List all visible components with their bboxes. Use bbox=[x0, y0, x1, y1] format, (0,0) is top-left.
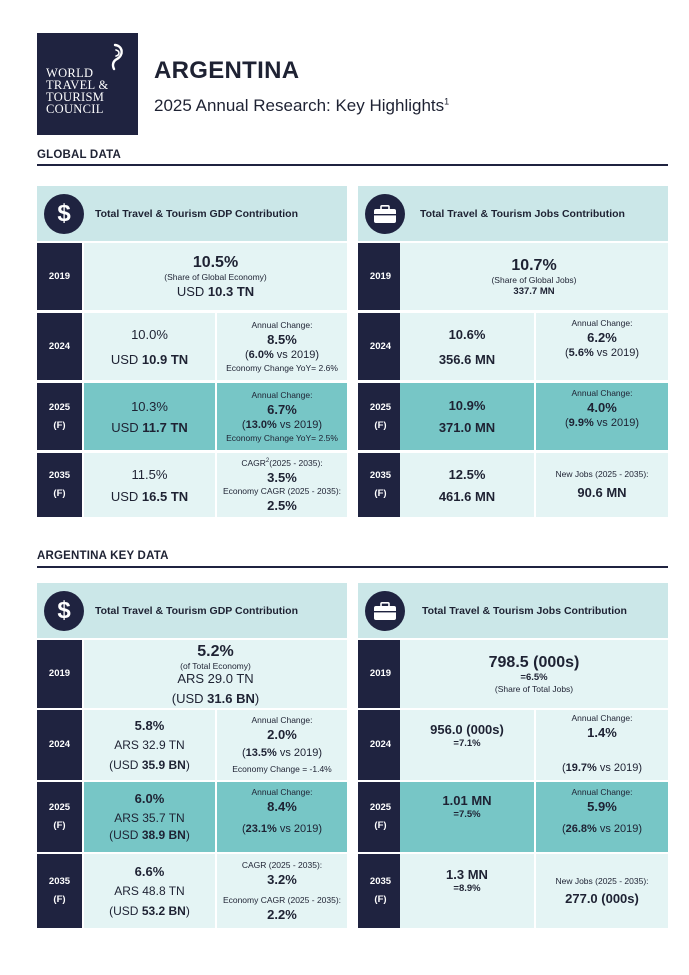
gdp-2024-change: Annual Change: 2.0% (13.5% vs 2019) Econ… bbox=[217, 710, 347, 780]
section-heading-global: GLOBAL DATA bbox=[37, 149, 121, 161]
footnote-mark: 1 bbox=[444, 96, 450, 107]
year-label-2024: 2024 bbox=[37, 313, 82, 380]
year-label-2024: 2024 bbox=[37, 710, 82, 780]
year-label-2024: 2024 bbox=[358, 710, 403, 780]
jobs-2024-value: 10.6% 356.6 MN bbox=[400, 313, 534, 380]
jobs-2024-change: Annual Change: 6.2% (5.6% vs 2019) bbox=[536, 313, 668, 380]
year-label-2019: 2019 bbox=[358, 243, 403, 310]
year-label-2035: 2035 (F) bbox=[358, 453, 403, 517]
gdp-2035-change: CAGR2(2025 - 2035): 3.5% Economy CAGR (2… bbox=[217, 453, 347, 517]
section-divider bbox=[37, 164, 668, 166]
jobs-2035-change: New Jobs (2025 - 2035): 277.0 (000s) bbox=[536, 854, 668, 928]
gdp-2035-value: 6.6% ARS 48.8 TN (USD 53.2 BN) bbox=[84, 854, 215, 928]
dollar-icon: $ bbox=[44, 591, 84, 631]
year-label-2025: 2025 (F) bbox=[37, 782, 82, 852]
gdp-2035-value: 11.5% USD 16.5 TN bbox=[84, 453, 215, 517]
logo-text: WORLD TRAVEL & TOURISM COUNCIL bbox=[46, 66, 109, 116]
year-label-2019: 2019 bbox=[358, 640, 403, 708]
gdp-2025-change: Annual Change: 6.7% (13.0% vs 2019) Econ… bbox=[217, 383, 347, 450]
jobs-2019-cell: 10.7% (Share of Global Jobs) 337.7 MN bbox=[400, 243, 668, 310]
jobs-2035-value: 12.5% 461.6 MN bbox=[400, 453, 534, 517]
jobs-2025-change: Annual Change: 5.9% (26.8% vs 2019) bbox=[536, 782, 668, 852]
jobs-2035-value: 1.3 MN =8.9% bbox=[400, 854, 534, 928]
section-heading-country: ARGENTINA KEY DATA bbox=[37, 550, 169, 562]
year-label-2035: 2035 (F) bbox=[37, 453, 82, 517]
year-label-2025: 2025 (F) bbox=[37, 383, 82, 450]
gdp-2035-change: CAGR (2025 - 2035): 3.2% Economy CAGR (2… bbox=[217, 854, 347, 928]
jobs-2025-value: 1.01 MN =7.5% bbox=[400, 782, 534, 852]
panel-header: $ Total Travel & Tourism GDP Contributio… bbox=[37, 186, 347, 241]
swirl-logo-icon bbox=[111, 43, 123, 71]
year-label-2035: 2035 (F) bbox=[37, 854, 82, 928]
gdp-2019-cell: 10.5% (Share of Global Economy) USD 10.3… bbox=[84, 243, 347, 310]
page-subtitle: 2025 Annual Research: Key Highlights1 bbox=[154, 96, 450, 115]
gdp-2019-cell: 5.2% (of Total Economy) ARS 29.0 TN (USD… bbox=[84, 640, 347, 708]
jobs-2025-change: Annual Change: 4.0% (9.9% vs 2019) bbox=[536, 383, 668, 450]
gdp-2024-value: 5.8% ARS 32.9 TN (USD 35.9 BN) bbox=[84, 710, 215, 780]
year-label-2019: 2019 bbox=[37, 243, 82, 310]
gdp-2024-value: 10.0% USD 10.9 TN bbox=[84, 313, 215, 380]
panel-title: Total Travel & Tourism GDP Contribution bbox=[95, 604, 299, 617]
year-label-2019: 2019 bbox=[37, 640, 82, 708]
section-divider bbox=[37, 566, 668, 568]
wttc-logo: WORLD TRAVEL & TOURISM COUNCIL bbox=[37, 33, 138, 135]
briefcase-icon bbox=[365, 194, 405, 234]
jobs-2025-value: 10.9% 371.0 MN bbox=[400, 383, 534, 450]
year-label-2024: 2024 bbox=[358, 313, 403, 380]
jobs-2024-change: Annual Change: 1.4% (19.7% vs 2019) bbox=[536, 710, 668, 780]
gdp-2025-value: 6.0% ARS 35.7 TN (USD 38.9 BN) bbox=[84, 782, 215, 852]
gdp-2024-change: Annual Change: 8.5% (6.0% vs 2019) Econo… bbox=[217, 313, 347, 380]
year-label-2025: 2025 (F) bbox=[358, 782, 403, 852]
gdp-2025-value: 10.3% USD 11.7 TN bbox=[84, 383, 215, 450]
jobs-2019-cell: 798.5 (000s) =6.5% (Share of Total Jobs) bbox=[400, 640, 668, 708]
panel-header: Total Travel & Tourism Jobs Contribution bbox=[358, 583, 668, 638]
panel-title: Total Travel & Tourism GDP Contribution bbox=[95, 207, 299, 220]
panel-header: Total Travel & Tourism Jobs Contribution bbox=[358, 186, 668, 241]
briefcase-icon bbox=[365, 591, 405, 631]
jobs-2035-change: New Jobs (2025 - 2035): 90.6 MN bbox=[536, 453, 668, 517]
panel-title: Total Travel & Tourism Jobs Contribution bbox=[420, 207, 625, 220]
panel-header: $ Total Travel & Tourism GDP Contributio… bbox=[37, 583, 347, 638]
year-label-2035: 2035 (F) bbox=[358, 854, 403, 928]
panel-title: Total Travel & Tourism Jobs Contribution bbox=[422, 604, 627, 617]
page-title: ARGENTINA bbox=[154, 57, 300, 84]
jobs-2024-value: 956.0 (000s) =7.1% bbox=[400, 710, 534, 780]
dollar-icon: $ bbox=[44, 194, 84, 234]
gdp-2025-change: Annual Change: 8.4% (23.1% vs 2019) bbox=[217, 782, 347, 852]
year-label-2025: 2025 (F) bbox=[358, 383, 403, 450]
